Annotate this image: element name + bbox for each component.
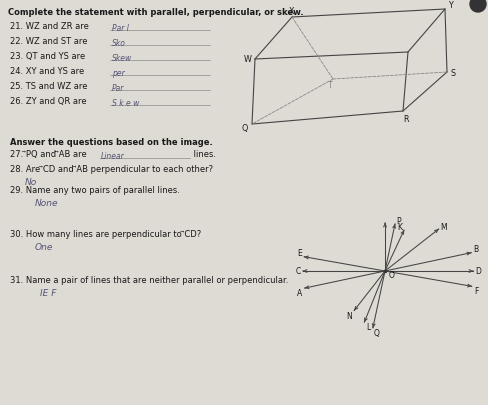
Text: T: T <box>326 80 331 89</box>
Text: 23. QT and YS are: 23. QT and YS are <box>10 52 85 61</box>
Text: 21. WZ and ZR are: 21. WZ and ZR are <box>10 22 89 31</box>
Text: R: R <box>403 114 409 123</box>
Text: Sko: Sko <box>112 39 126 48</box>
Text: One: One <box>35 243 53 252</box>
Text: K: K <box>398 222 403 231</box>
Text: C: C <box>295 267 301 276</box>
Text: 22. WZ and ST are: 22. WZ and ST are <box>10 37 87 46</box>
Text: 31. Name a pair of lines that are neither parallel or perpendicular.: 31. Name a pair of lines that are neithe… <box>10 275 288 284</box>
Text: D: D <box>475 267 481 276</box>
Text: No: No <box>25 177 37 187</box>
Text: Par l: Par l <box>112 24 129 33</box>
Text: W: W <box>244 55 252 64</box>
Text: 30. How many lines are perpendicular to ⃗CD?: 30. How many lines are perpendicular to … <box>10 230 201 239</box>
Text: Linear: Linear <box>101 151 125 161</box>
Text: 24. XY and YS are: 24. XY and YS are <box>10 67 84 76</box>
Text: F: F <box>474 286 479 295</box>
Text: A: A <box>297 288 303 297</box>
Text: 28. Are ⃗CD and ⃗AB perpendicular to each other?: 28. Are ⃗CD and ⃗AB perpendicular to eac… <box>10 164 213 174</box>
Text: Q: Q <box>374 328 380 337</box>
Text: lines.: lines. <box>191 149 216 159</box>
Text: P: P <box>397 216 401 225</box>
Text: 26. ZY and QR are: 26. ZY and QR are <box>10 97 87 106</box>
Text: B: B <box>473 245 479 254</box>
Text: Par: Par <box>112 84 124 93</box>
Text: 27. ⃗PQ and ⃗AB are: 27. ⃗PQ and ⃗AB are <box>10 149 87 159</box>
Text: Complete the statement with parallel, perpendicular, or skew.: Complete the statement with parallel, pe… <box>8 8 304 17</box>
Text: S k e w: S k e w <box>112 99 140 108</box>
Text: None: None <box>35 198 59 207</box>
Text: X: X <box>289 7 295 17</box>
Text: S: S <box>450 68 456 77</box>
Text: Skew: Skew <box>112 54 132 63</box>
Text: N: N <box>346 311 352 320</box>
Text: L: L <box>366 323 370 332</box>
Text: Q: Q <box>242 123 248 132</box>
Text: per: per <box>112 69 125 78</box>
Text: Answer the questions based on the image.: Answer the questions based on the image. <box>10 138 213 147</box>
Text: E: E <box>297 249 302 258</box>
Text: Y: Y <box>447 0 452 9</box>
Text: 29. Name any two pairs of parallel lines.: 29. Name any two pairs of parallel lines… <box>10 185 180 194</box>
Circle shape <box>470 0 486 13</box>
Text: IE F: IE F <box>40 288 57 297</box>
Text: O: O <box>389 271 395 280</box>
Text: M: M <box>440 222 447 231</box>
Text: 25. TS and WZ are: 25. TS and WZ are <box>10 82 87 91</box>
